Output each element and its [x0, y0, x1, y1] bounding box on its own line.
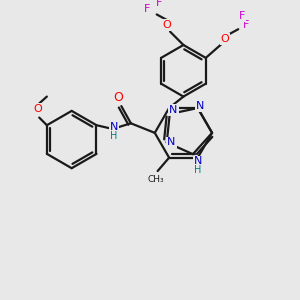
Text: N: N [167, 137, 176, 148]
Text: H: H [194, 165, 201, 175]
Text: F: F [239, 11, 245, 21]
Text: O: O [220, 34, 229, 44]
Text: O: O [163, 20, 172, 30]
Text: O: O [33, 104, 42, 114]
Text: N: N [110, 122, 118, 132]
Text: F: F [155, 0, 162, 8]
Text: F: F [243, 20, 249, 30]
Text: N: N [169, 105, 178, 115]
Text: N: N [196, 101, 204, 111]
Text: CH₃: CH₃ [147, 175, 164, 184]
Text: F: F [144, 4, 150, 14]
Text: O: O [113, 91, 123, 104]
Text: H: H [110, 131, 117, 141]
Text: N: N [194, 157, 202, 166]
